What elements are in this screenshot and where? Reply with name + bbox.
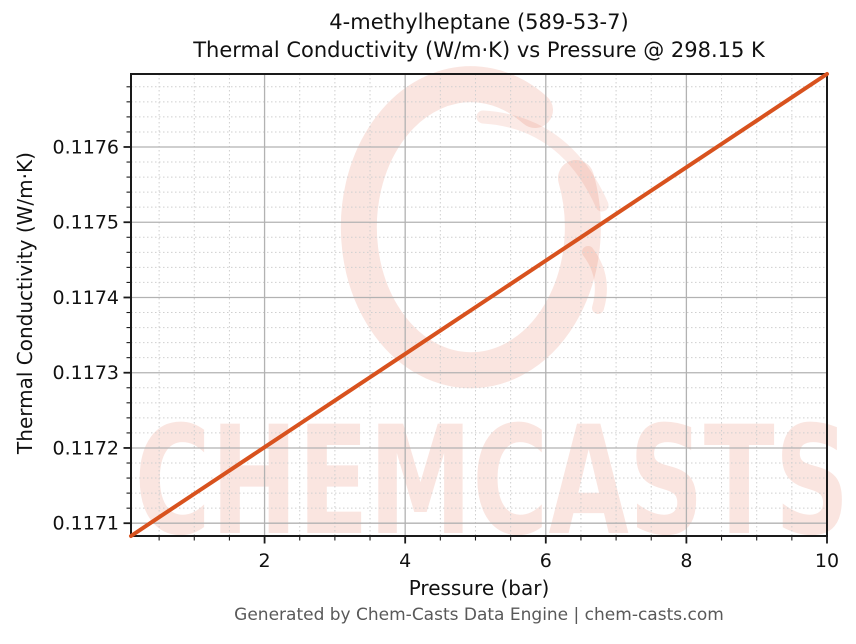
watermark-ring [340, 66, 601, 389]
chart-title: 4-methylheptane (589-53-7) Thermal Condu… [131, 8, 827, 64]
data-line [129, 72, 829, 538]
x-axis-label: Pressure (bar) [408, 576, 550, 600]
y-tick-label: 0.1176 [53, 136, 119, 158]
y-tick-label: 0.1172 [53, 437, 119, 459]
x-tick-label: 8 [680, 550, 692, 572]
minor-gridlines [131, 74, 827, 536]
y-tick-label: 0.1173 [53, 362, 119, 384]
axis-ticks: 2 4 6 8 10 0.1171 0.1172 0.1173 0.1174 0.1175 0.11… [53, 86, 839, 572]
watermark: CHEMCASTS [135, 66, 850, 569]
y-tick-label: 0.1171 [53, 513, 119, 535]
watermark-swirl-icon [476, 110, 609, 212]
x-tick-label: 10 [815, 550, 839, 572]
plot-spines [130, 73, 828, 537]
watermark-text: CHEMCASTS [135, 395, 850, 569]
x-tick-label: 6 [540, 550, 552, 572]
x-tick-label: 2 [259, 550, 271, 572]
y-tick-label: 0.1174 [53, 287, 119, 309]
watermark-swirl-icon [582, 246, 607, 314]
footer-credit: Generated by Chem-Casts Data Engine | ch… [234, 605, 724, 625]
x-tick-label: 4 [399, 550, 411, 572]
chart-title-line1: 4-methylheptane (589-53-7) [329, 10, 629, 34]
y-tick-label: 0.1175 [53, 212, 119, 234]
chart-title-line2: Thermal Conductivity (W/m·K) vs Pressure… [193, 38, 765, 62]
y-axis-label: Thermal Conductivity (W/m·K) [13, 152, 37, 454]
